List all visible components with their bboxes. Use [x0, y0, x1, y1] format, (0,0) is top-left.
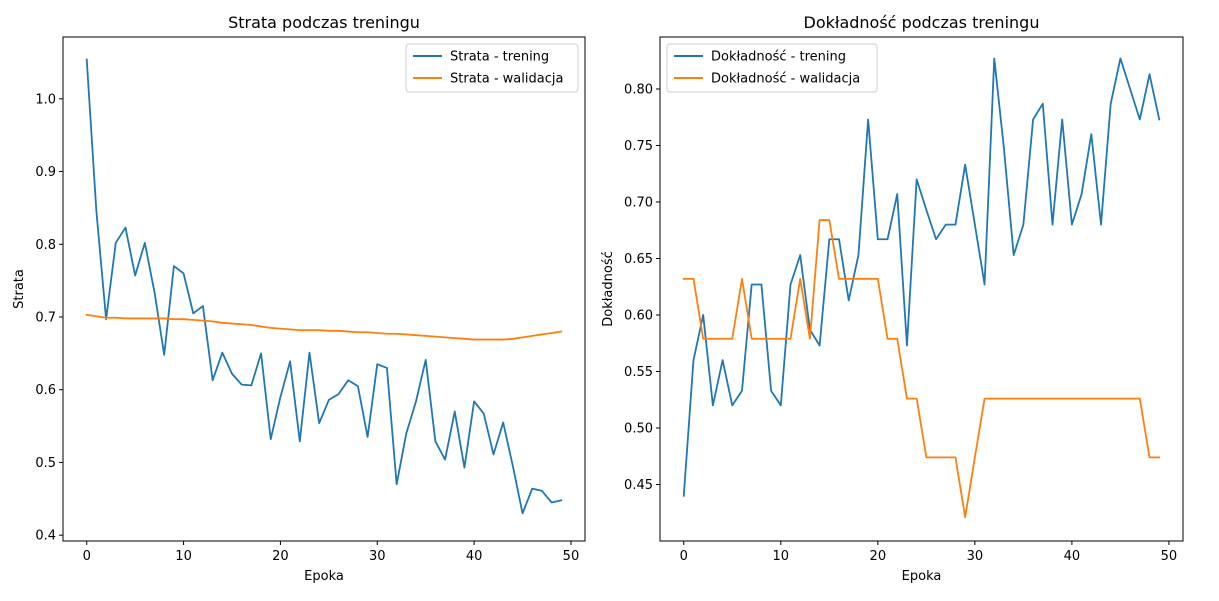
plot-frame	[62, 36, 586, 542]
y-tick-label: 0.8	[35, 238, 56, 253]
x-tick-label: 30	[967, 549, 984, 564]
legend-box	[666, 43, 878, 93]
x-axis-label: Epoka	[304, 569, 344, 584]
x-tick-label: 50	[563, 549, 580, 564]
x-tick-label: 10	[773, 549, 790, 564]
y-tick-label: 0.5	[35, 456, 56, 471]
accuracy-chart: 0 10 20 30 40 50 0.45 0.50 0.55 0.60 0.65 0.70 0.75 0…	[601, 13, 1184, 584]
x-tick-label: 20	[272, 549, 289, 564]
series-line-validation	[85, 313, 563, 341]
y-tick-label: 1.0	[35, 92, 56, 107]
x-tick-label: 20	[870, 549, 887, 564]
y-tick-label: 0.65	[624, 252, 653, 267]
y-tick-label: 0.9	[35, 165, 56, 180]
y-tick-label: 0.80	[624, 82, 653, 97]
x-tick-label: 50	[1161, 549, 1178, 564]
legend-label-validation: Strata - walidacja	[450, 72, 563, 87]
loss-chart: 0 10 20 30 40 50 0.4 0.5 0.6 0.7 0.8 0.9 1.0 Strata p…	[12, 13, 586, 584]
x-tick-label: 10	[175, 549, 192, 564]
x-tick-label: 0	[680, 549, 688, 564]
plot-frame	[659, 36, 1184, 542]
y-tick-label: 0.6	[35, 383, 56, 398]
series-line-train	[85, 58, 563, 515]
chart-title: Dokładność podczas treningu	[804, 13, 1040, 32]
y-tick-label: 0.45	[624, 478, 653, 493]
y-axis-label: Strata	[12, 269, 27, 309]
y-tick-label: 0.60	[624, 308, 653, 323]
legend-box	[405, 43, 579, 93]
y-tick-label: 0.55	[624, 365, 653, 380]
x-axis-label: Epoka	[902, 569, 942, 584]
series-line-train	[682, 57, 1161, 497]
legend: Dokładność - trening Dokładność - walidac…	[666, 43, 878, 93]
series-line-validation	[682, 219, 1161, 519]
x-tick-label: 40	[1064, 549, 1081, 564]
x-tick-label: 30	[369, 549, 386, 564]
y-tick-label: 0.70	[624, 195, 653, 210]
y-tick-label: 0.75	[624, 139, 653, 154]
y-tick-label: 0.50	[624, 421, 653, 436]
legend-label-train: Strata - trening	[450, 50, 549, 65]
legend-label-train: Dokładność - trening	[711, 50, 846, 65]
y-tick-label: 0.7	[35, 311, 56, 326]
y-tick-label: 0.4	[35, 529, 56, 544]
legend: Strata - trening Strata - walidacja	[405, 43, 579, 93]
chart-title: Strata podczas treningu	[228, 13, 420, 32]
x-tick-label: 0	[83, 549, 91, 564]
x-tick-label: 40	[466, 549, 483, 564]
y-axis-label: Dokładność	[601, 251, 616, 327]
legend-label-validation: Dokładność - walidacja	[711, 72, 860, 87]
